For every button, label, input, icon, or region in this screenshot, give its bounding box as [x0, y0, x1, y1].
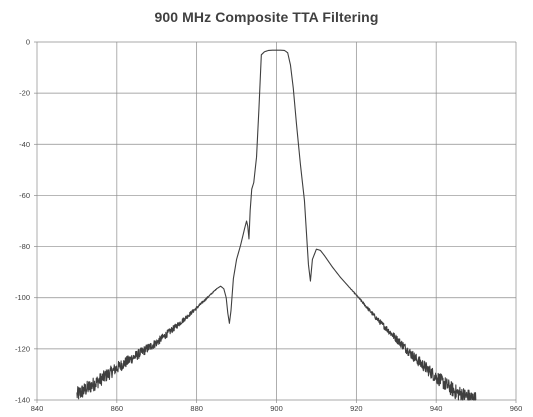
x-tick-label: 900 [270, 404, 283, 413]
x-tick-label: 960 [510, 404, 523, 413]
gridlines [34, 41, 517, 403]
chart-title: 900 MHz Composite TTA Filtering [154, 9, 379, 25]
y-tick-label: -140 [15, 396, 30, 405]
x-tick-label: 940 [430, 404, 443, 413]
y-tick-label: 0 [26, 38, 30, 47]
y-tick-label: -40 [19, 140, 30, 149]
x-tick-label: 880 [190, 404, 203, 413]
y-tick-label: -80 [19, 242, 30, 251]
series-layer [76, 49, 477, 401]
y-tick-label: -20 [19, 89, 30, 98]
y-tick-label: -120 [15, 344, 30, 353]
x-tick-label: 920 [350, 404, 363, 413]
x-tick-label: 860 [111, 404, 124, 413]
y-tick-label: -100 [15, 293, 30, 302]
x-tick-label: 840 [31, 404, 44, 413]
y-tick-label: -60 [19, 191, 30, 200]
series-line-0 [76, 49, 477, 401]
